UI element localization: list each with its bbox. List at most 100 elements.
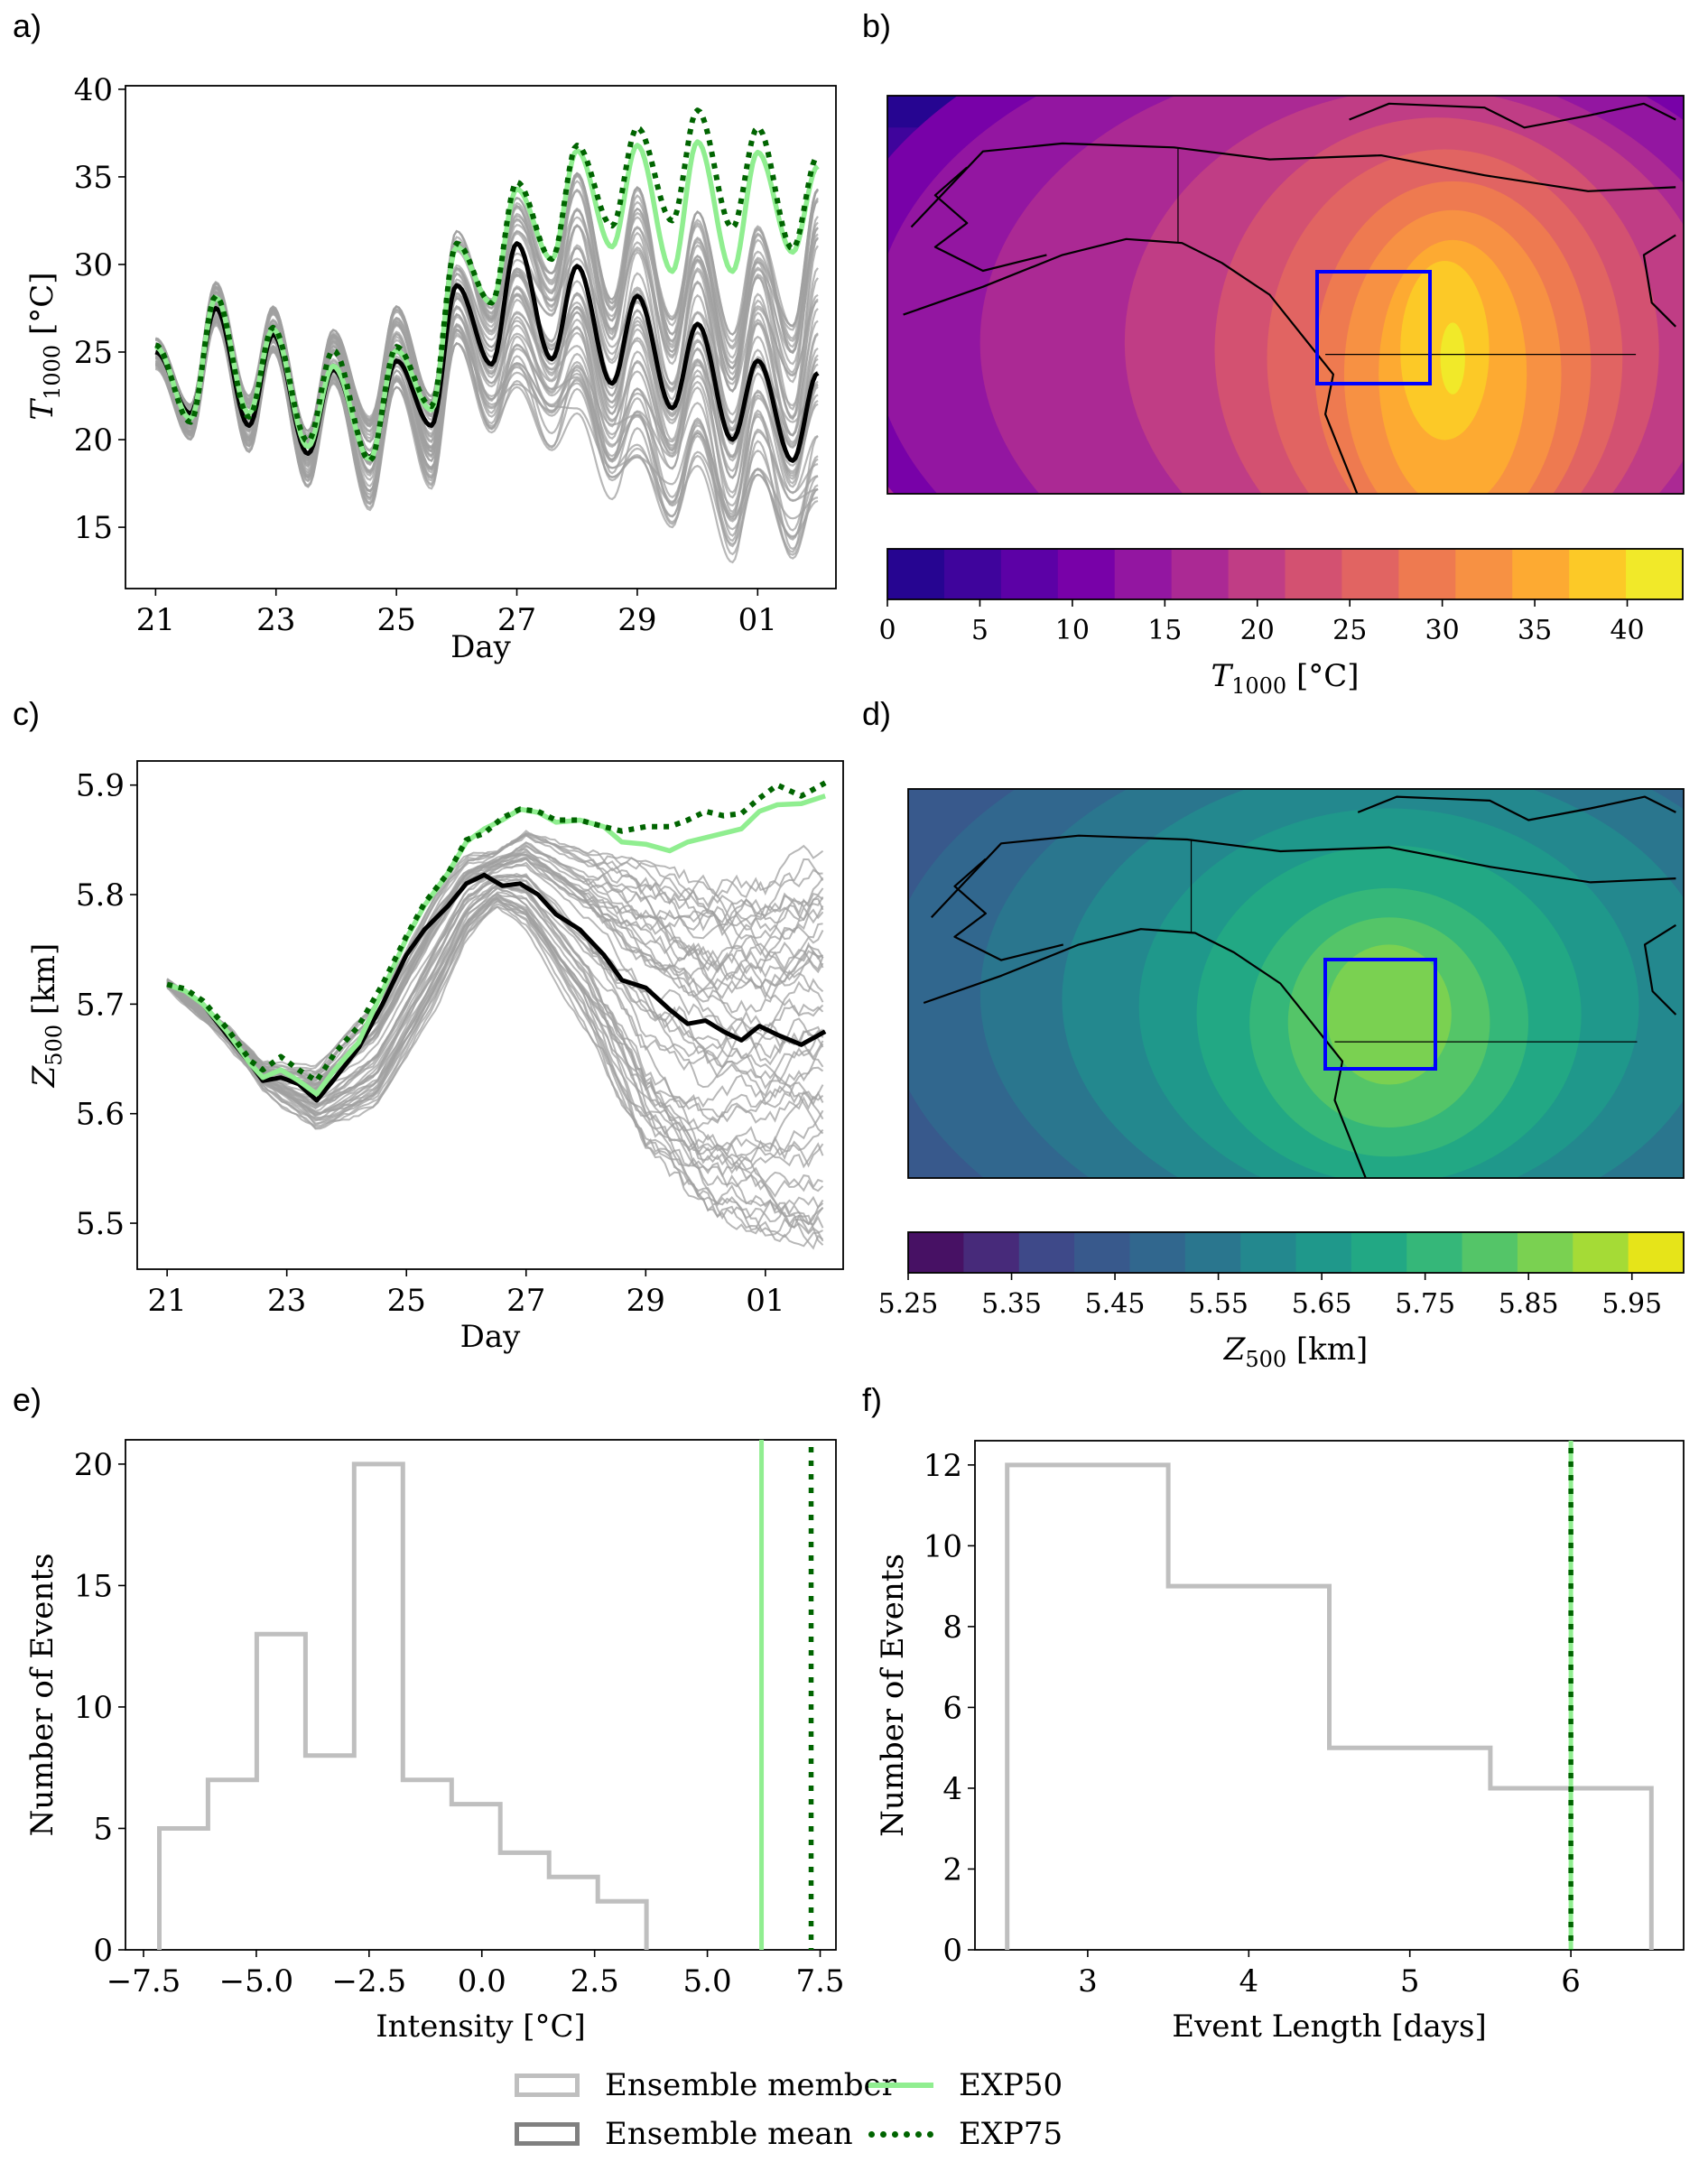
y-tick-label: 10 — [74, 1690, 113, 1726]
colorbar-tick-label: 5.75 — [1395, 1288, 1455, 1320]
x-tick-label: −2.5 — [332, 1963, 407, 1999]
x-axis-label: Intensity [°C] — [376, 2009, 586, 2045]
plot-area — [166, 780, 827, 1250]
y-tick-label: 40 — [74, 72, 113, 108]
y-tick-label: 4 — [942, 1771, 962, 1807]
panel-label-f: f) — [862, 1381, 882, 1418]
legend-item-ensemble-member: Ensemble member — [515, 2063, 896, 2108]
colorbar-tick-label: 40 — [1610, 615, 1644, 646]
exp50-line — [154, 139, 820, 462]
ensemble-mean-line — [166, 872, 827, 1103]
x-tick-label: 21 — [136, 602, 175, 638]
colorbar-segment — [1018, 1232, 1075, 1273]
y-tick-label: 0 — [93, 1933, 113, 1969]
colorbar-segment — [963, 1232, 1020, 1273]
ensemble-member-line — [154, 323, 819, 529]
x-tick-label: 29 — [617, 602, 656, 638]
colorbar-tick-label: 5.65 — [1292, 1288, 1352, 1320]
y-tick-label: 35 — [74, 160, 113, 196]
region-box — [1315, 270, 1432, 385]
x-axis-label: Day — [450, 629, 512, 665]
colorbar-segment — [1228, 549, 1286, 599]
colorbar-segment — [1398, 549, 1456, 599]
axes-frame — [136, 760, 844, 1270]
colorbar-tick-label: 35 — [1518, 615, 1552, 646]
exp50-line — [166, 793, 826, 1097]
plot-area — [154, 107, 820, 564]
colorbar-segment — [908, 1232, 964, 1273]
y-tick-label: 5.5 — [76, 1206, 125, 1242]
legend-item-exp50: EXP50 — [868, 2063, 1063, 2108]
coastline — [1349, 102, 1676, 129]
x-tick-label: 7.5 — [795, 1963, 844, 1999]
colorbar-tick-label: 0 — [878, 615, 896, 646]
coastline — [910, 142, 1676, 228]
colorbar-tick-label: 10 — [1055, 615, 1090, 646]
colorbar-segment — [1129, 1232, 1186, 1273]
colorbar-segment — [1517, 1232, 1573, 1273]
y-tick-label: 20 — [74, 422, 113, 459]
x-tick-label: 2.5 — [571, 1963, 619, 1999]
colorbar-tick-label: 25 — [1332, 615, 1367, 646]
colorbar-segment — [1462, 1232, 1518, 1273]
colorbar-frame — [907, 1231, 1685, 1274]
colorbar-segment — [1184, 1232, 1241, 1273]
x-tick-label: 29 — [627, 1283, 665, 1319]
colorbar-tick-label: 5.95 — [1601, 1288, 1662, 1320]
panel-label-e: e) — [13, 1381, 42, 1418]
coastline — [1357, 795, 1676, 821]
panel-label-b: b) — [862, 7, 892, 44]
map-frame — [907, 788, 1685, 1179]
panel-a-t1000-timeseries: 21 23 25 27 29 01 15 20 25 30 35 40 Day T1000 [°C] — [24, 72, 837, 665]
y-tick-label: 30 — [74, 247, 113, 283]
colorbar-tick-label: 5.45 — [1085, 1288, 1146, 1320]
axes-frame — [125, 85, 837, 589]
y-tick-label: 2 — [942, 1851, 962, 1888]
y-axis-label: T1000 [°C] — [24, 272, 65, 420]
colorbar-segment — [1240, 1232, 1296, 1273]
colorbar-tick-label: 15 — [1147, 615, 1182, 646]
x-tick-label: 6 — [1561, 1963, 1581, 1999]
x-tick-label: 4 — [1239, 1963, 1258, 1999]
x-tick-label: 27 — [497, 602, 536, 638]
x-axis-label: Day — [460, 1319, 522, 1355]
colorbar-segment — [1114, 549, 1173, 599]
y-axis-label: Z500 [km] — [26, 943, 67, 1089]
panel-d-z500-map: 5.25 5.35 5.45 5.55 5.65 5.75 5.85 5.95 Z500 [km… — [878, 788, 1685, 1372]
y-tick-label: 5.7 — [76, 987, 125, 1023]
coastline — [1643, 923, 1677, 1016]
x-axis-label: Event Length [days] — [1172, 2009, 1486, 2045]
legend-label-exp75: EXP75 — [959, 2116, 1063, 2152]
panel-label-c: c) — [13, 695, 40, 732]
colorbar-tick-label: 5.35 — [981, 1288, 1042, 1320]
x-tick-label: 27 — [506, 1283, 545, 1319]
colorbar-segment — [1171, 549, 1230, 599]
ensemble-member-line — [166, 905, 823, 1248]
x-tick-label: 5 — [1400, 1963, 1420, 1999]
colorbar-segment — [1341, 549, 1399, 599]
legend-item-ensemble-mean: Ensemble mean — [515, 2111, 853, 2157]
colorbar-tick-label: 5.85 — [1499, 1288, 1559, 1320]
y-axis-label: Number of Events — [24, 1554, 60, 1837]
axes-frame — [974, 1440, 1685, 1951]
ensemble-member-line — [154, 190, 819, 440]
panel-b-t1000-map: 0 5 10 15 20 25 30 35 40 T1000 [°C] — [878, 95, 1685, 699]
axes-frame — [125, 1439, 837, 1951]
map-area — [908, 789, 1684, 1178]
coastline — [931, 834, 1676, 918]
colorbar-segment — [1285, 549, 1342, 599]
y-tick-label: 5.8 — [76, 877, 125, 914]
histogram-step — [1005, 1462, 1654, 1950]
colorbar-tick-label: 5.25 — [878, 1288, 939, 1320]
colorbar-frame — [886, 548, 1684, 600]
ensemble-member-line — [166, 831, 824, 1068]
coastline — [1642, 234, 1676, 328]
ensemble-member-line — [166, 892, 824, 1178]
colorbar-segment — [1074, 1232, 1130, 1273]
legend-item-exp75: EXP75 — [868, 2111, 1063, 2157]
panel-e-intensity-histogram: −7.5 −5.0 −2.5 0.0 2.5 5.0 7.5 0 5 10 15 20 Intensit… — [24, 1439, 845, 2045]
colorbar-segment — [1573, 1232, 1629, 1273]
map-frame — [886, 95, 1685, 495]
y-tick-label: 10 — [924, 1528, 962, 1564]
